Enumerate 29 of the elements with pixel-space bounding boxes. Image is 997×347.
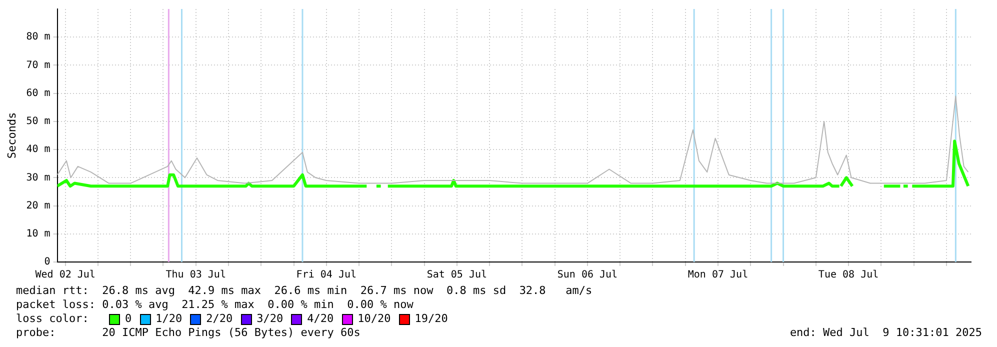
legend-label: 4/20 [307, 312, 334, 326]
x-tick-label: Sun 06 Jul [557, 270, 618, 281]
text: probe: 20 ICMP Echo Pings (56 Bytes) every 60s [16, 326, 360, 340]
y-axis-title: Seconds [5, 112, 18, 159]
y-tick-label: 10 m [26, 228, 50, 240]
legend-label: 2/20 [206, 312, 233, 326]
x-tick-label: Tue 08 Jul [818, 270, 879, 281]
legend-label: 3/20 [256, 312, 284, 326]
legend-title: loss color: [16, 312, 90, 326]
y-tick-label: 70 m [26, 60, 50, 71]
x-tick-label: Sat 05 Jul [426, 270, 488, 281]
legend-label: 19/20 [414, 312, 448, 326]
y-tick-label: 0 [44, 256, 50, 268]
x-tick-label: Fri 04 Jul [296, 270, 357, 281]
x-tick-label: Mon 07 Jul [688, 270, 748, 281]
text: end: Wed Jul 9 10:31:01 2025 [790, 326, 982, 340]
y-tick-label: 20 m [26, 200, 50, 212]
y-tick-label: 50 m [26, 116, 50, 128]
x-tick-label: Wed 02 Jul [35, 270, 96, 281]
legend-label: 10/20 [358, 312, 391, 326]
y-tick-label: 60 m [26, 88, 50, 99]
y-tick-label: 40 m [26, 144, 50, 156]
y-tick-label: 80 m [26, 32, 50, 43]
text: packet loss: 0.03 % avg 21.25 % max 0.00 % min 0.00 % now [16, 298, 414, 312]
x-tick-label: Thu 03 Jul [166, 270, 226, 281]
legend-label: 0 [125, 312, 132, 326]
legend-label: 1/20 [156, 312, 182, 326]
y-tick-label: 30 m [26, 172, 50, 184]
text: median rtt: 26.8 ms avg 42.9 ms max 26.6 ms min 26.7 ms now 0.8 ms sd 32.8 am/s [16, 284, 594, 298]
